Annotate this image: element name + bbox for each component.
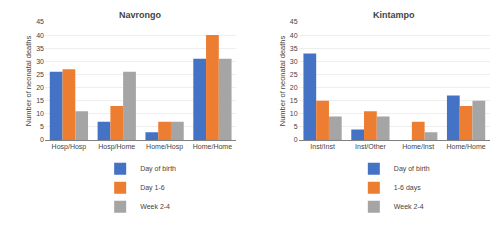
svg-text:Home/Hosp: Home/Hosp (146, 143, 183, 151)
svg-text:10: 10 (36, 110, 44, 117)
svg-text:20: 20 (36, 84, 44, 91)
svg-text:35: 35 (290, 45, 298, 52)
svg-text:10: 10 (290, 110, 298, 117)
svg-text:Number of neonatal deaths: Number of neonatal deaths (24, 36, 33, 127)
svg-text:Inst/Other: Inst/Other (355, 143, 386, 150)
svg-text:Kintampo: Kintampo (373, 10, 415, 20)
svg-text:Hosp/Hosp: Hosp/Hosp (52, 143, 87, 151)
svg-text:Day of birth: Day of birth (140, 165, 176, 173)
svg-text:45: 45 (36, 18, 44, 25)
svg-text:0: 0 (40, 136, 44, 143)
svg-text:40: 40 (36, 32, 44, 39)
svg-text:Week 2-4: Week 2-4 (394, 203, 424, 210)
svg-text:Navrongo: Navrongo (119, 10, 162, 20)
svg-text:Hosp/Home: Hosp/Home (98, 143, 135, 151)
svg-text:Home/Home: Home/Home (193, 143, 232, 150)
svg-text:0: 0 (294, 136, 298, 143)
svg-text:45: 45 (290, 18, 298, 25)
svg-text:25: 25 (290, 71, 298, 78)
svg-text:40: 40 (290, 32, 298, 39)
svg-text:35: 35 (36, 45, 44, 52)
svg-text:1-6 days: 1-6 days (394, 184, 421, 192)
svg-text:Day of birth: Day of birth (394, 165, 430, 173)
svg-text:30: 30 (290, 58, 298, 65)
svg-text:Day 1-6: Day 1-6 (140, 184, 165, 192)
svg-text:25: 25 (36, 71, 44, 78)
svg-text:Home/Inst: Home/Inst (402, 143, 434, 150)
svg-text:Home/Home: Home/Home (446, 143, 485, 150)
svg-text:5: 5 (40, 123, 44, 130)
svg-text:Number of neonatal deaths: Number of neonatal deaths (278, 36, 287, 127)
svg-text:5: 5 (294, 123, 298, 130)
svg-text:Inst/Inst: Inst/Inst (310, 143, 335, 150)
svg-text:20: 20 (290, 84, 298, 91)
svg-text:30: 30 (36, 58, 44, 65)
svg-text:15: 15 (290, 97, 298, 104)
svg-text:15: 15 (36, 97, 44, 104)
svg-text:Week 2-4: Week 2-4 (140, 203, 170, 210)
